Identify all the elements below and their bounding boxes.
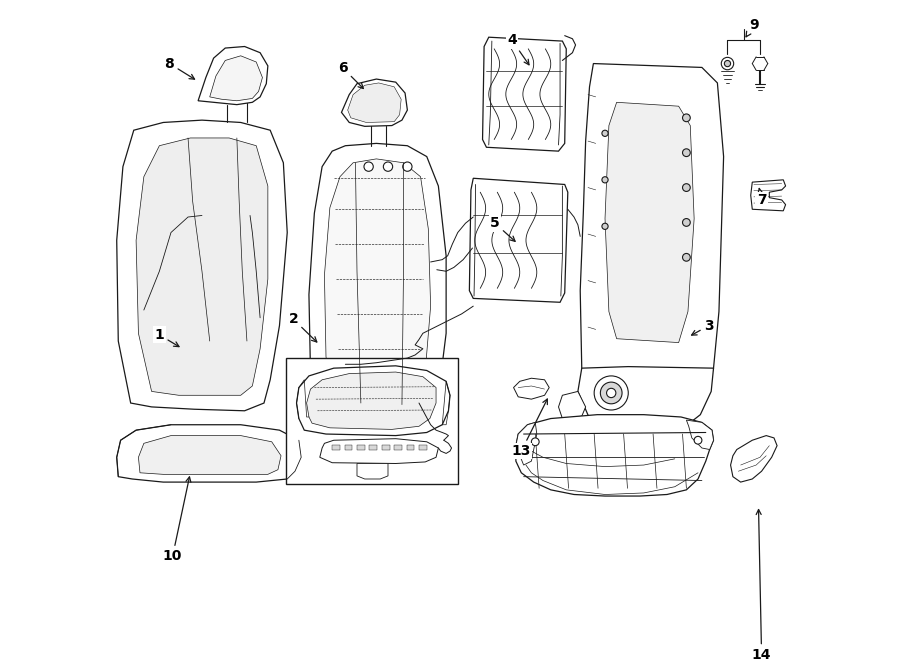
Polygon shape bbox=[394, 445, 402, 449]
Text: 9: 9 bbox=[746, 18, 759, 37]
Circle shape bbox=[694, 436, 702, 444]
Circle shape bbox=[602, 130, 608, 136]
Polygon shape bbox=[307, 372, 436, 430]
Text: 3: 3 bbox=[691, 319, 714, 335]
Polygon shape bbox=[285, 358, 458, 485]
Circle shape bbox=[383, 162, 392, 171]
Text: 8: 8 bbox=[165, 57, 194, 79]
Polygon shape bbox=[357, 463, 388, 479]
Circle shape bbox=[682, 184, 690, 192]
Text: 11: 11 bbox=[0, 660, 1, 661]
Polygon shape bbox=[357, 445, 364, 449]
Polygon shape bbox=[751, 180, 786, 211]
Polygon shape bbox=[139, 436, 281, 475]
Polygon shape bbox=[296, 366, 450, 436]
Polygon shape bbox=[382, 445, 390, 449]
Polygon shape bbox=[419, 445, 427, 449]
Circle shape bbox=[682, 219, 690, 226]
Circle shape bbox=[602, 223, 608, 229]
Circle shape bbox=[594, 376, 628, 410]
Polygon shape bbox=[470, 178, 568, 302]
Polygon shape bbox=[198, 46, 268, 104]
Polygon shape bbox=[369, 445, 377, 449]
Polygon shape bbox=[332, 445, 340, 449]
Text: 7: 7 bbox=[757, 188, 767, 207]
Circle shape bbox=[364, 162, 374, 171]
Polygon shape bbox=[341, 79, 408, 126]
Polygon shape bbox=[117, 120, 287, 410]
Text: 10: 10 bbox=[163, 477, 191, 563]
Circle shape bbox=[602, 176, 608, 183]
Circle shape bbox=[531, 438, 539, 446]
Polygon shape bbox=[324, 159, 430, 410]
Polygon shape bbox=[559, 391, 586, 418]
Polygon shape bbox=[117, 425, 302, 482]
Polygon shape bbox=[731, 436, 777, 482]
Polygon shape bbox=[309, 143, 446, 425]
Polygon shape bbox=[407, 445, 414, 449]
Polygon shape bbox=[578, 367, 714, 430]
Text: 12: 12 bbox=[0, 660, 1, 661]
Polygon shape bbox=[136, 138, 268, 395]
Text: 1: 1 bbox=[155, 328, 179, 346]
Circle shape bbox=[724, 60, 731, 67]
Text: 13: 13 bbox=[511, 399, 547, 458]
Polygon shape bbox=[347, 83, 401, 122]
Text: 4: 4 bbox=[507, 33, 529, 65]
Polygon shape bbox=[687, 420, 714, 449]
Circle shape bbox=[682, 253, 690, 261]
Text: 14: 14 bbox=[752, 510, 771, 661]
Circle shape bbox=[721, 58, 734, 70]
Polygon shape bbox=[210, 56, 263, 100]
Polygon shape bbox=[514, 378, 549, 399]
Circle shape bbox=[682, 114, 690, 122]
Polygon shape bbox=[516, 414, 714, 496]
Polygon shape bbox=[482, 37, 566, 151]
Circle shape bbox=[600, 382, 622, 404]
Polygon shape bbox=[345, 445, 352, 449]
Polygon shape bbox=[320, 439, 438, 463]
Circle shape bbox=[402, 162, 412, 171]
Text: 2: 2 bbox=[289, 313, 317, 342]
Polygon shape bbox=[580, 63, 724, 430]
Polygon shape bbox=[605, 102, 694, 342]
Circle shape bbox=[607, 388, 616, 398]
Polygon shape bbox=[516, 422, 536, 465]
Text: 5: 5 bbox=[491, 216, 515, 241]
Circle shape bbox=[682, 149, 690, 157]
Text: 6: 6 bbox=[338, 61, 364, 89]
